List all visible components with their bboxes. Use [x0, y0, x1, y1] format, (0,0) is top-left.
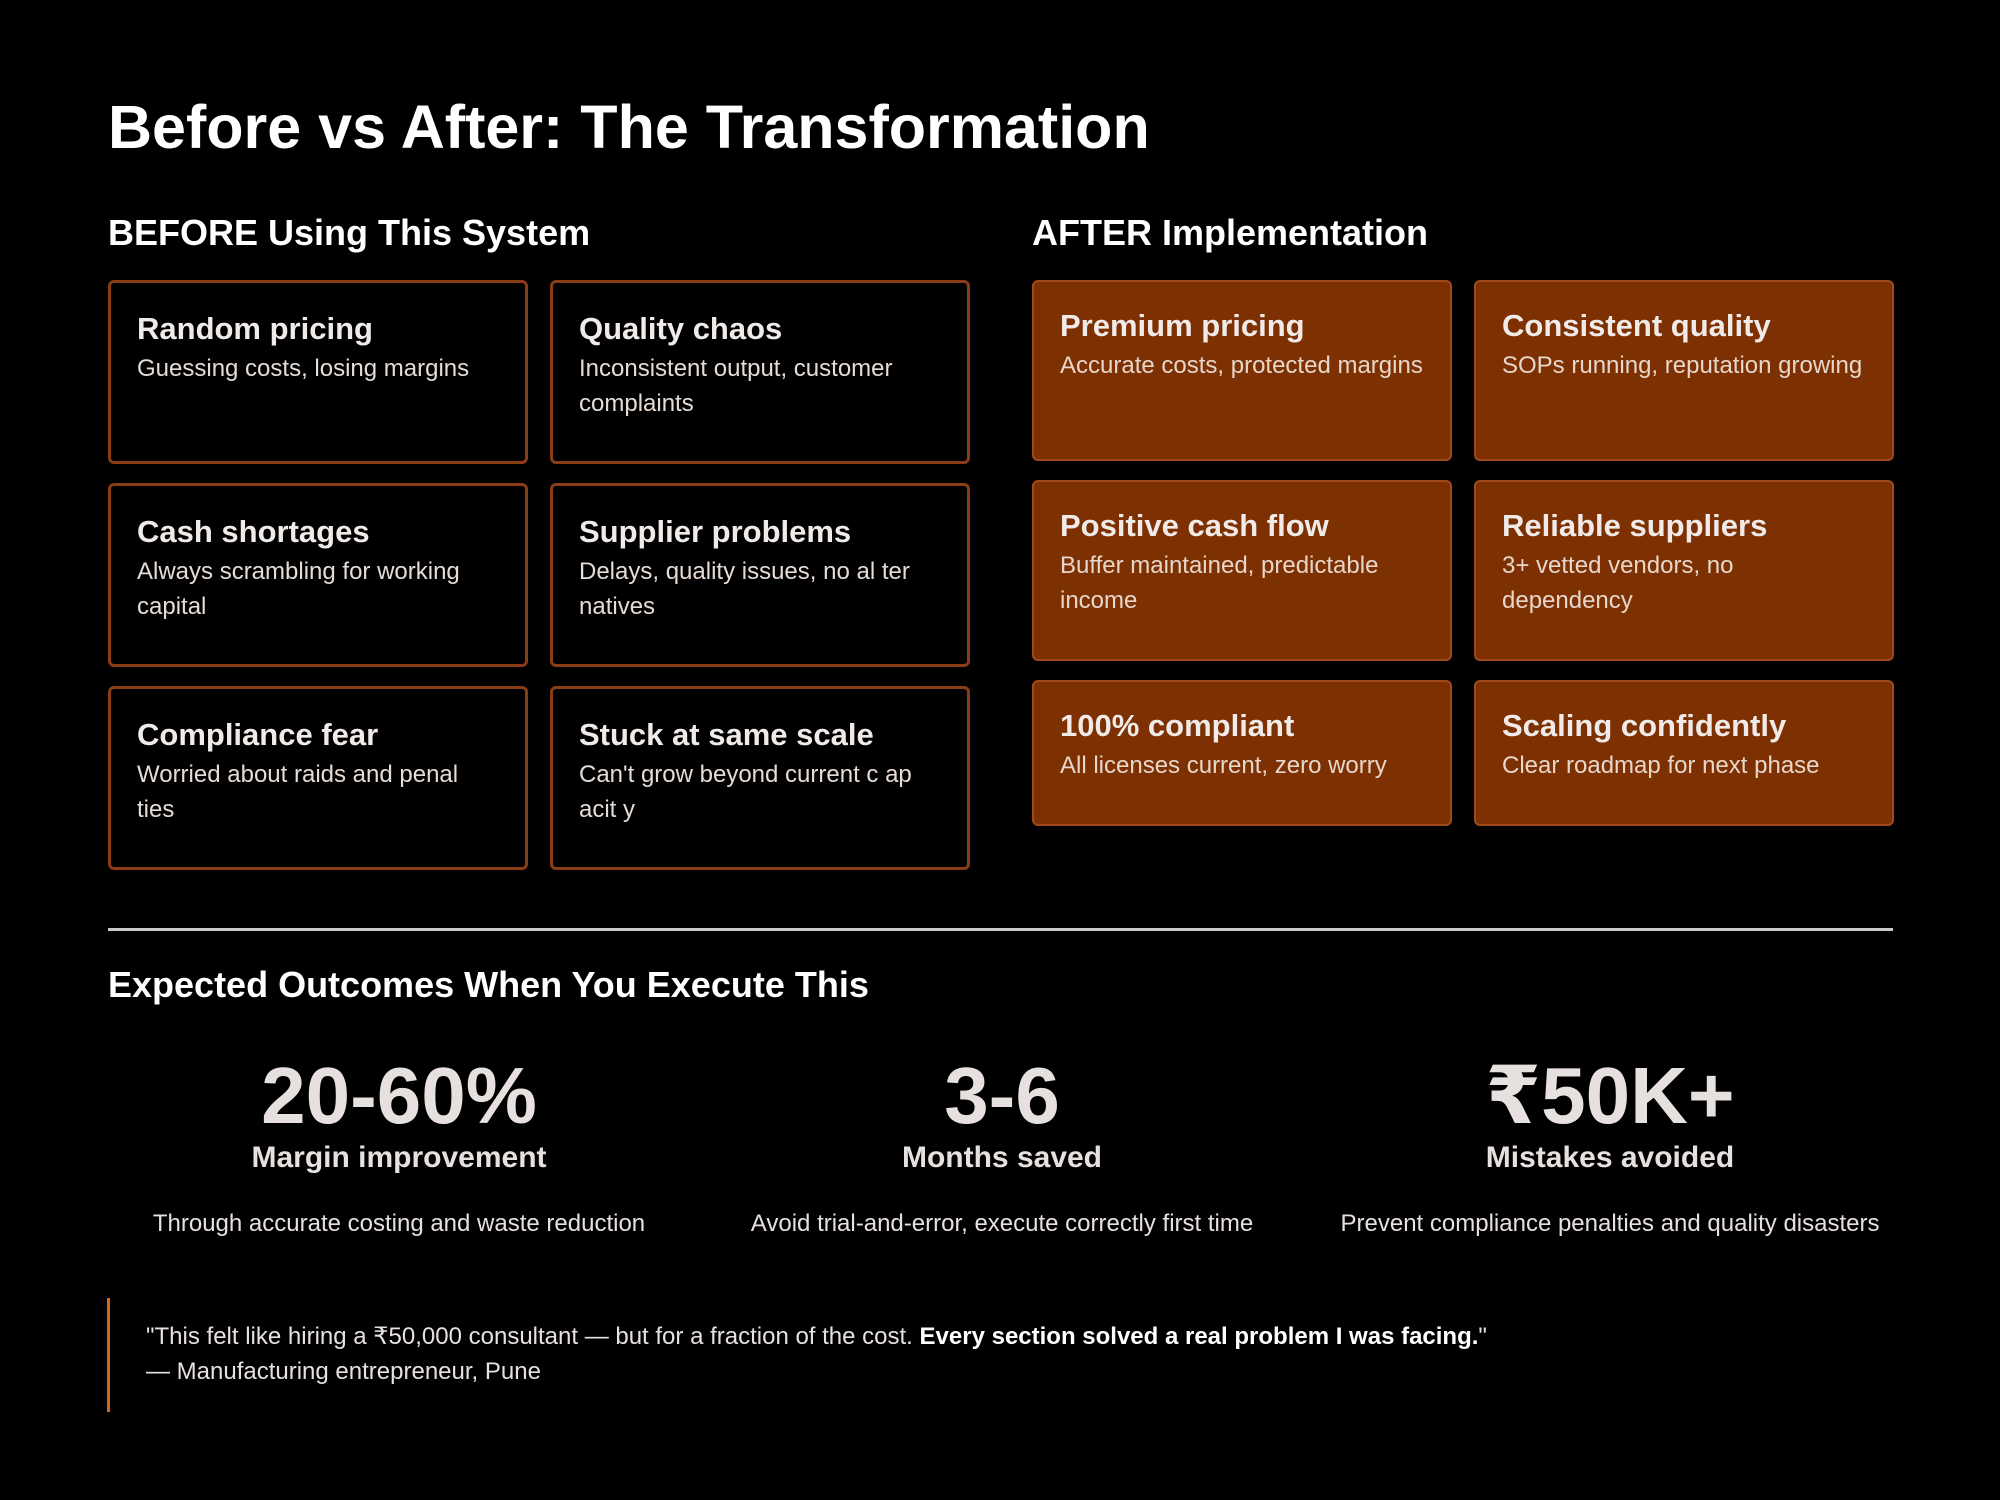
stat-label: Months saved [901, 1141, 1103, 1174]
outcomes-heading: Expected Outcomes When You Execute This [108, 964, 869, 1005]
card-title: Stuck at same scale [579, 717, 874, 752]
card-title: Premium pricing [1060, 308, 1305, 343]
card-title: Supplier problems [579, 514, 852, 549]
card-description: Always scrambling for working capital [137, 558, 460, 620]
stat-label: Mistakes avoided [1485, 1141, 1735, 1174]
card-description: Guessing costs, losing margins [137, 355, 470, 382]
quote-text-end: " [1478, 1323, 1487, 1350]
after-card-positive-cash-flow: Positive cash flow Buffer maintained, pr… [1032, 480, 1452, 661]
before-heading: BEFORE Using This System [108, 212, 591, 253]
card-title: Quality chaos [579, 311, 783, 346]
card-description: Can't grow beyond current c ap acit y [579, 761, 912, 823]
stat-value: 20-60% [261, 1051, 537, 1140]
quote-text: "This felt like hiring a ₹50,000 consult… [146, 1319, 1807, 1354]
after-card-scaling-confidently: Scaling confidently Clear roadmap for ne… [1474, 680, 1894, 826]
stat-label: Margin improvement [251, 1141, 547, 1174]
stat-description: Through accurate costing and waste reduc… [152, 1210, 646, 1237]
before-card-random-pricing: Random pricing Guessing costs, losing ma… [108, 280, 528, 464]
card-description: Delays, quality issues, no al ter native… [579, 558, 910, 620]
stat-months-saved: 3-6 Months saved Avoid trial-and-error, … [702, 1048, 1302, 1241]
stat-value: 3-6 [944, 1051, 1060, 1140]
stat-description: Prevent compliance penalties and quality… [1340, 1210, 1880, 1237]
after-card-100-compliant: 100% compliant All licenses current, zer… [1032, 680, 1452, 826]
after-card-reliable-suppliers: Reliable suppliers 3+ vetted vendors, no… [1474, 480, 1894, 661]
quote-text-bold: Every section solved a real problem I wa… [919, 1323, 1479, 1350]
quote-text-start: "This felt like hiring a ₹50,000 consult… [146, 1323, 920, 1350]
stat-description: Avoid trial-and-error, execute correctly… [750, 1210, 1254, 1237]
before-card-stuck-at-same-scale: Stuck at same scale Can't grow beyond cu… [550, 686, 970, 870]
card-description: Inconsistent output, customer complaints [579, 355, 893, 417]
before-card-quality-chaos: Quality chaos Inconsistent output, custo… [550, 280, 970, 464]
card-title: Positive cash flow [1060, 508, 1329, 543]
before-card-compliance-fear: Compliance fear Worried about raids and … [108, 686, 528, 870]
card-title: Compliance fear [137, 717, 379, 752]
before-card-cash-shortages: Cash shortages Always scrambling for wor… [108, 483, 528, 667]
card-title: Random pricing [137, 311, 373, 346]
stat-value: ₹50K+ [1485, 1051, 1735, 1140]
quote-attribution: — Manufacturing entrepreneur, Pune [146, 1358, 541, 1385]
page-title: Before vs After: The Transformation [108, 93, 1150, 161]
card-description: Accurate costs, protected margins [1060, 352, 1423, 379]
card-title: Reliable suppliers [1502, 508, 1768, 543]
card-title: Cash shortages [137, 514, 370, 549]
after-heading: AFTER Implementation [1032, 212, 1429, 253]
before-cards-grid: Random pricing Guessing costs, losing ma… [108, 280, 970, 870]
card-title: Scaling confidently [1502, 708, 1787, 743]
card-description: Buffer maintained, predictable income [1060, 552, 1379, 614]
card-title: 100% compliant [1060, 708, 1295, 743]
card-description: Worried about raids and penal ties [137, 761, 459, 823]
after-cards-grid: Premium pricing Accurate costs, protecte… [1032, 280, 1894, 826]
stat-margin-improvement: 20-60% Margin improvement Through accura… [99, 1048, 699, 1241]
before-card-supplier-problems: Supplier problems Delays, quality issues… [550, 483, 970, 667]
card-description: All licenses current, zero worry [1060, 752, 1387, 779]
card-description: 3+ vetted vendors, no dependency [1502, 552, 1734, 614]
card-title: Consistent quality [1502, 308, 1771, 343]
card-description: SOPs running, reputation growing [1502, 352, 1863, 379]
after-card-consistent-quality: Consistent quality SOPs running, reputat… [1474, 280, 1894, 461]
section-divider [108, 928, 1893, 931]
stat-mistakes-avoided: ₹50K+ Mistakes avoided Prevent complianc… [1310, 1048, 1910, 1241]
after-card-premium-pricing: Premium pricing Accurate costs, protecte… [1032, 280, 1452, 461]
testimonial-quote: "This felt like hiring a ₹50,000 consult… [107, 1298, 1807, 1412]
card-description: Clear roadmap for next phase [1502, 752, 1820, 779]
